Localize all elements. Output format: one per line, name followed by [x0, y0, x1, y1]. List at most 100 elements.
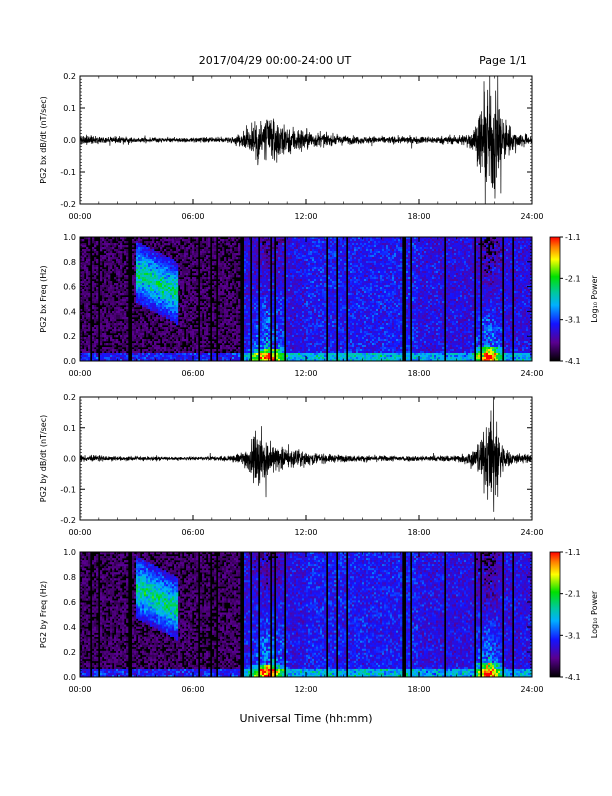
bx-freq-cell	[144, 287, 146, 289]
bx-freq-cell	[136, 269, 138, 271]
bx-freq-cell	[108, 289, 110, 291]
bx-freq-cell	[116, 317, 118, 319]
bx-freq-cell	[118, 261, 120, 263]
bx-freq-cell	[138, 349, 140, 351]
bx-freq-cell	[84, 253, 86, 255]
bx-freq-cell	[88, 353, 90, 355]
bx-freq-cell	[150, 351, 152, 353]
bx-freq-cell	[106, 325, 108, 327]
bx-freq-cell	[138, 333, 140, 335]
bx-freq-cell	[106, 293, 108, 295]
bx-freq-cell	[114, 353, 116, 355]
bx-freq-cell	[114, 331, 116, 333]
bx-freq-cell	[148, 309, 150, 311]
bx-freq-cell	[108, 313, 110, 315]
bx-freq-cell	[82, 323, 84, 325]
bx-freq-cell	[148, 259, 150, 261]
bx-freq-cell	[108, 253, 110, 255]
bx-freq-cell	[148, 353, 150, 355]
bx-freq-cell	[122, 339, 124, 341]
bx-freq-cell	[114, 243, 116, 245]
bx-freq-cell	[142, 299, 144, 301]
bx-freq-cell	[120, 329, 122, 331]
bx-freq-cell	[138, 357, 140, 359]
bx-freq-cell	[148, 271, 150, 273]
bx-freq-cell	[122, 297, 124, 299]
bx-freq-cell	[136, 323, 138, 325]
bx-freq-cell	[96, 343, 98, 345]
bx-freq-cell	[88, 249, 90, 251]
bx-freq-cell	[124, 307, 126, 309]
bx-freq-cell	[100, 275, 102, 277]
bx-freq-cell	[122, 301, 124, 303]
bx-freq-cell	[92, 281, 94, 283]
bx-dbdt-ytick-label: 0.0	[63, 136, 76, 145]
bx-freq-cell	[142, 345, 144, 347]
bx-freq-cell	[88, 347, 90, 349]
bx-freq-cell	[136, 351, 138, 353]
bx-freq-cell	[134, 321, 136, 323]
bx-freq-cell	[116, 289, 118, 291]
bx-freq-cell	[150, 311, 152, 313]
bx-freq-cell	[112, 289, 114, 291]
bx-freq-cell	[126, 241, 128, 243]
bx-freq-cell	[136, 279, 138, 281]
bx-freq-cell	[116, 353, 118, 355]
bx-freq-cell	[148, 331, 150, 333]
bx-freq-cell	[150, 341, 152, 343]
bx-freq-cell	[150, 309, 152, 311]
bx-freq-cell	[132, 245, 134, 247]
bx-freq-cell	[106, 263, 108, 265]
bx-freq-cell	[114, 317, 116, 319]
bx-freq-cell	[118, 293, 120, 295]
bx-freq-cell	[108, 287, 110, 289]
bx-freq-cell	[86, 329, 88, 331]
bx-freq-cell	[142, 335, 144, 337]
bx-freq-cell	[142, 245, 144, 247]
bx-freq-cell	[136, 301, 138, 303]
bx-freq-cell	[88, 329, 90, 331]
bx-freq-cell	[150, 241, 152, 243]
bx-freq-cell	[114, 323, 116, 325]
bx-freq-cell	[88, 315, 90, 317]
bx-freq-cell	[88, 335, 90, 337]
bx-freq-cell	[148, 357, 150, 359]
bx-freq-cell	[144, 289, 146, 291]
bx-freq-cell	[150, 269, 152, 271]
bx-freq-cell	[150, 295, 152, 297]
bx-freq-cell	[84, 291, 86, 293]
bx-freq-cell	[138, 331, 140, 333]
bx-freq-cell	[86, 341, 88, 343]
bx-freq-cell	[112, 297, 114, 299]
bx-freq-cell	[106, 347, 108, 349]
bx-freq-cell	[148, 341, 150, 343]
bx-freq-cell	[150, 329, 152, 331]
bx-freq-cell	[140, 261, 142, 263]
bx-freq-cell	[104, 303, 106, 305]
bx-freq-cell	[124, 277, 126, 279]
bx-freq-cell	[148, 267, 150, 269]
bx-freq-cell	[144, 261, 146, 263]
bx-freq-cell	[122, 311, 124, 313]
bx-freq-cell	[114, 277, 116, 279]
bx-freq-cell	[86, 333, 88, 335]
bx-freq-cell	[118, 251, 120, 253]
bx-freq-cell	[124, 283, 126, 285]
bx-freq-cell	[96, 299, 98, 301]
bx-freq-cell	[108, 321, 110, 323]
bx-freq-cell	[124, 325, 126, 327]
bx-freq-cell	[120, 241, 122, 243]
bx-freq-cell	[114, 307, 116, 309]
bx-freq-cell	[146, 355, 148, 357]
bx-freq-cell	[82, 275, 84, 277]
bx-freq-cell	[142, 281, 144, 283]
bx-freq-cell	[102, 357, 104, 359]
bx-freq-cell	[126, 305, 128, 307]
bx-freq-cell	[146, 351, 148, 353]
bx-freq-cell	[150, 355, 152, 357]
bx-freq-cell	[84, 325, 86, 327]
bx-freq-cell	[142, 301, 144, 303]
bx-freq-cell	[146, 259, 148, 261]
bx-freq-cell	[110, 251, 112, 253]
bx-freq-cell	[138, 273, 140, 275]
